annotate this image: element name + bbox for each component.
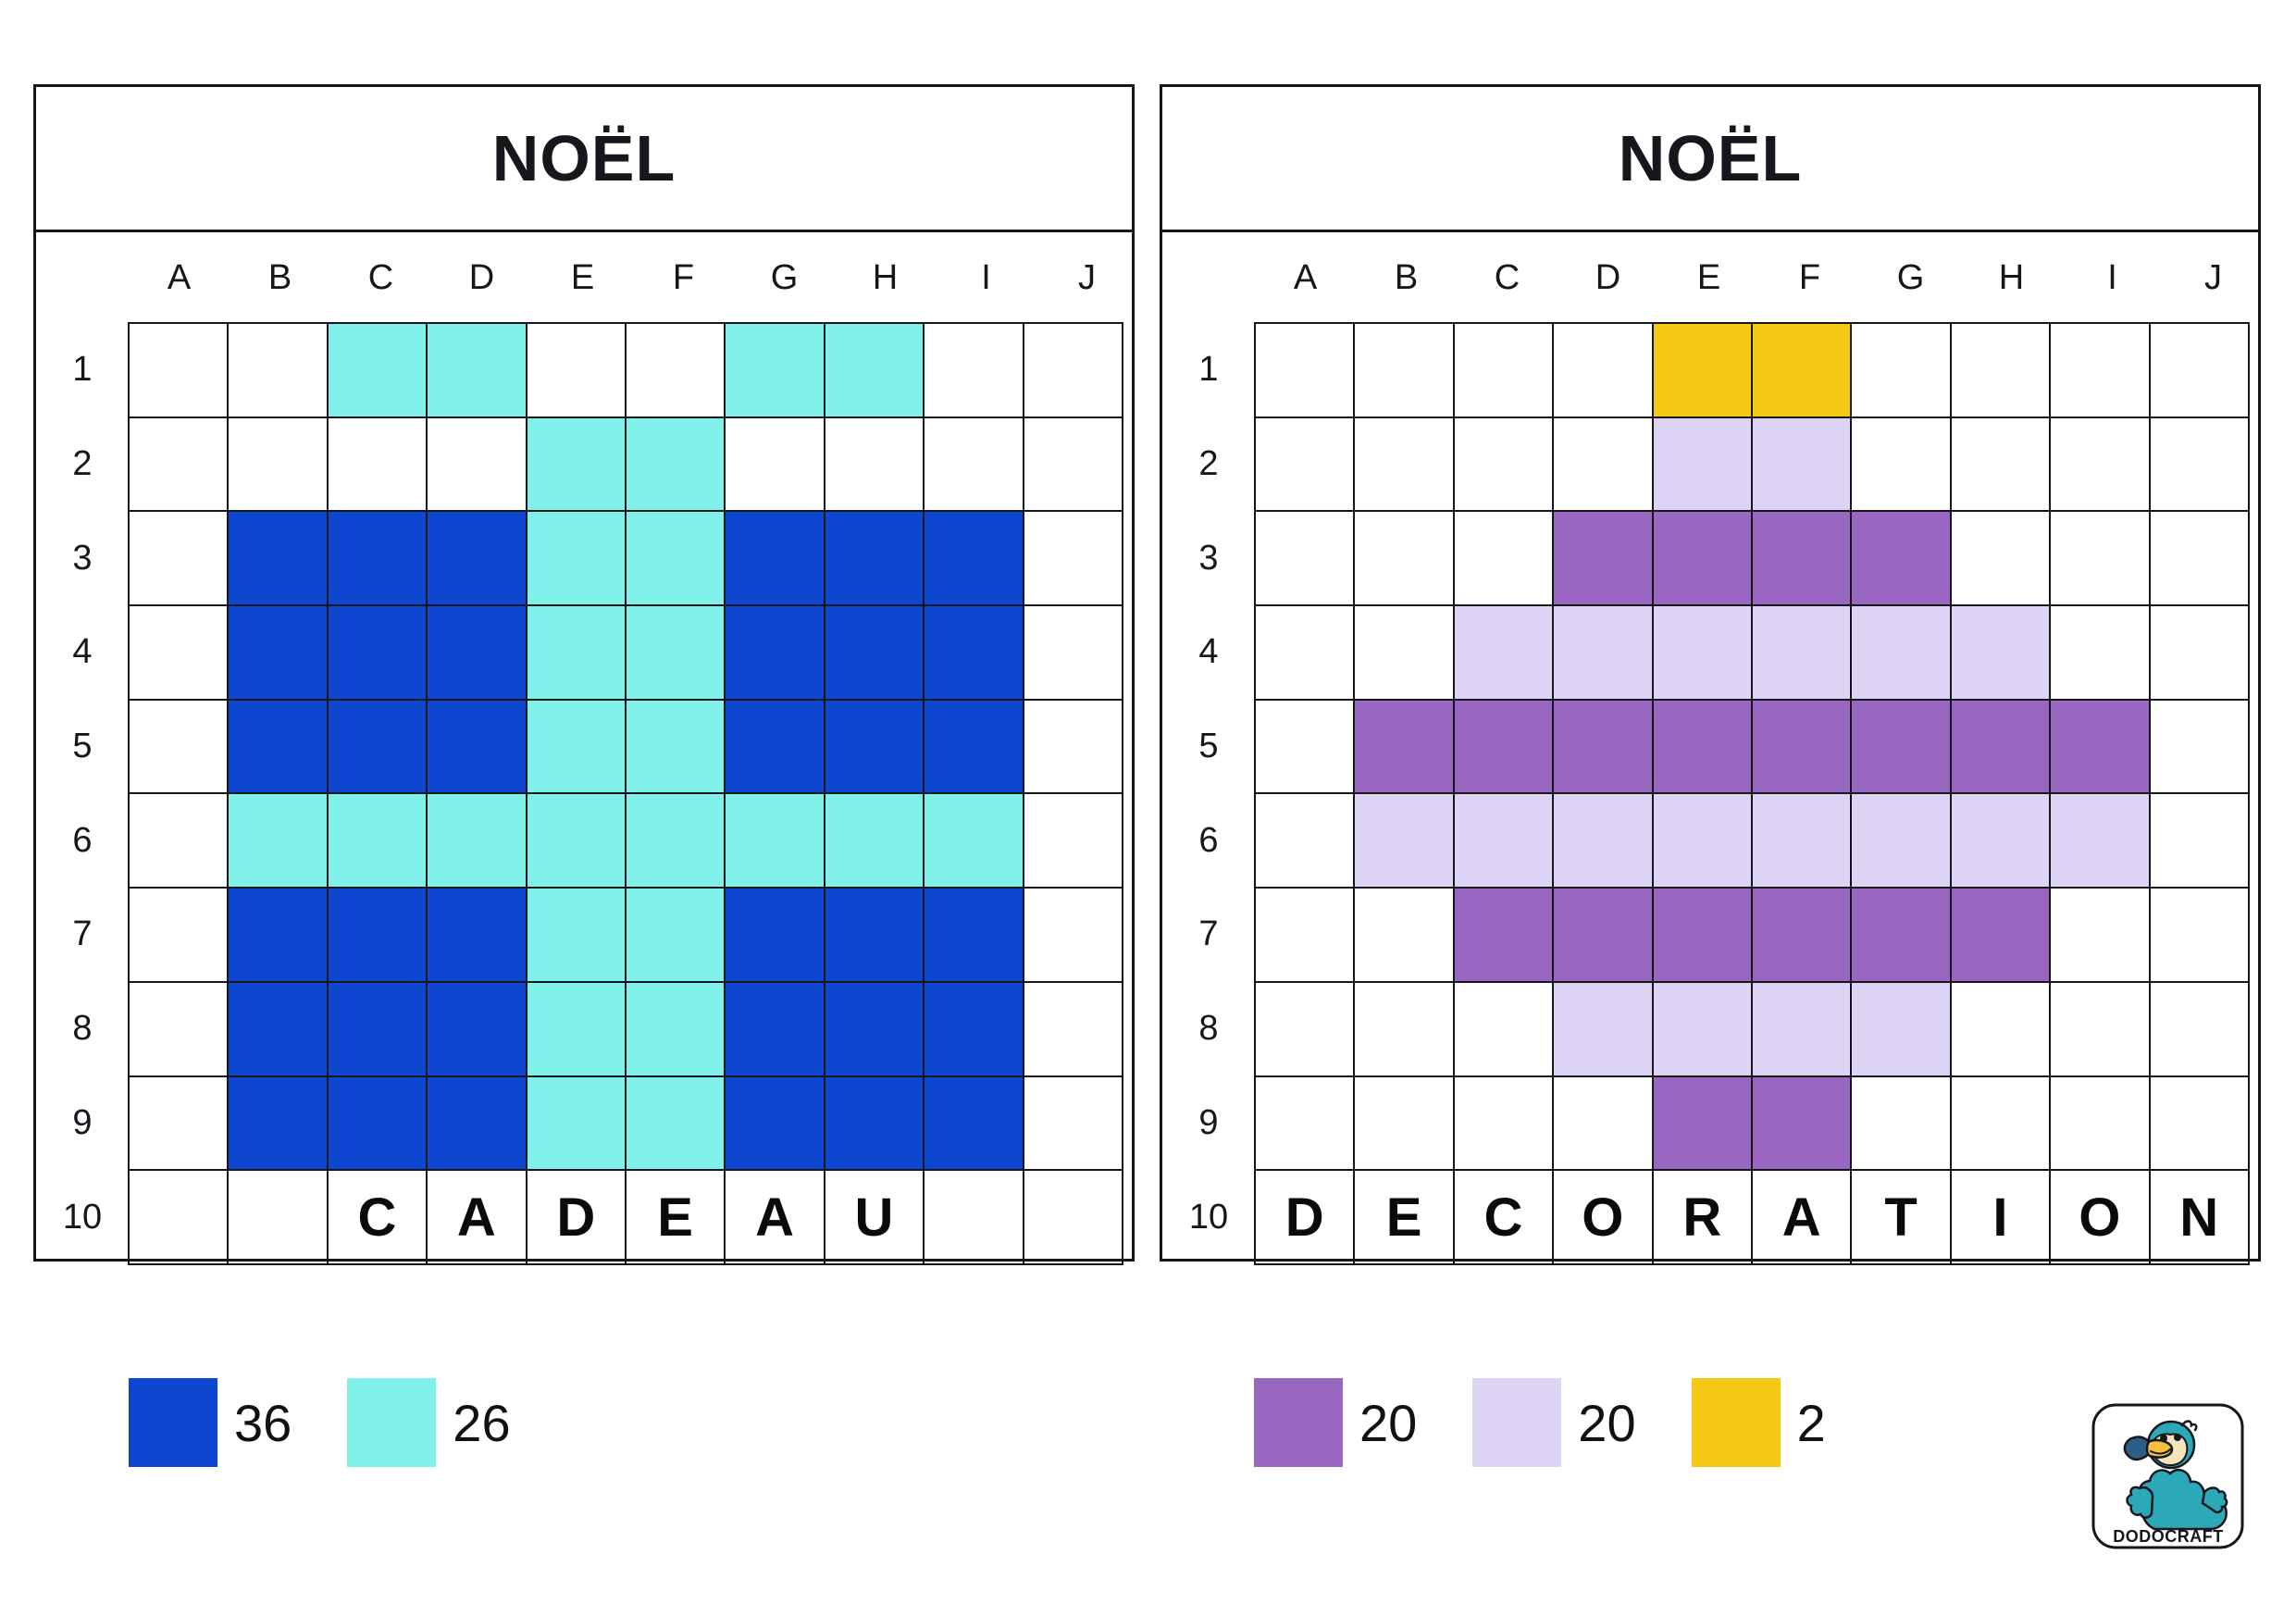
svg-text:DODOCRAFT: DODOCRAFT (2113, 1527, 2224, 1546)
